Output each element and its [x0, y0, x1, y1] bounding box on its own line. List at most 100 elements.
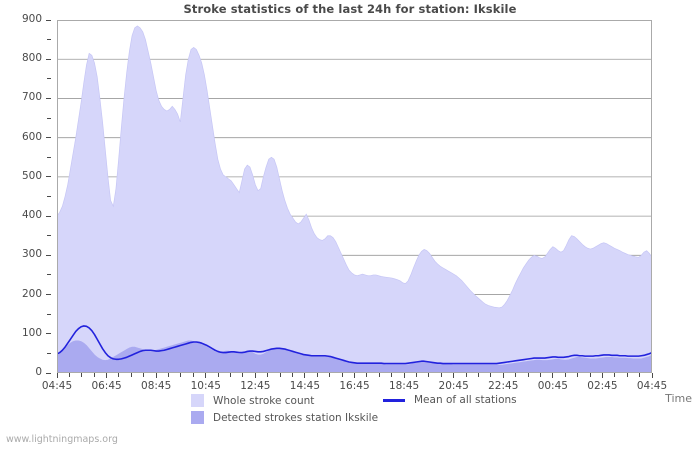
x-tick-minor — [366, 373, 368, 377]
x-axis-title: Time — [665, 392, 692, 405]
area-detected-strokes — [57, 340, 652, 373]
x-tick-minor — [477, 373, 479, 377]
y-tick-label: 400 — [21, 209, 42, 222]
x-tick-minor — [465, 373, 467, 377]
x-tick-label: 22:45 — [488, 380, 519, 392]
x-tick-label: 02:45 — [587, 380, 618, 392]
x-tick-minor — [440, 373, 442, 377]
y-tick-label: 700 — [21, 91, 42, 104]
x-tick-minor — [515, 373, 517, 377]
x-tick-major — [354, 373, 355, 378]
y-tick-label: 500 — [21, 169, 42, 182]
x-tick-label: 00:45 — [537, 380, 568, 392]
x-tick-label: 18:45 — [388, 380, 420, 392]
chart-plot-svg — [57, 20, 652, 373]
x-tick-minor — [626, 373, 628, 377]
x-tick-major — [601, 373, 603, 378]
legend-label: Whole stroke count — [213, 394, 315, 407]
x-tick-minor — [192, 373, 194, 377]
x-tick-minor — [415, 373, 417, 377]
y-tick-label: 600 — [21, 130, 42, 143]
y-tick-minor — [47, 196, 51, 197]
x-tick-minor — [242, 373, 244, 377]
y-tick-minor — [47, 156, 51, 158]
x-tick-minor — [639, 373, 641, 377]
legend-label: Mean of all stations — [414, 394, 517, 406]
x-tick-label: 04:45 — [41, 380, 73, 392]
x-tick-major — [453, 373, 455, 378]
x-tick-minor — [168, 373, 170, 377]
x-tick-minor — [130, 373, 132, 377]
legend-item[interactable]: Detected strokes station Ikskile — [191, 411, 378, 424]
legend-color-swatch — [191, 411, 204, 424]
y-tick-label: 300 — [21, 248, 42, 261]
plot-frame — [57, 20, 652, 373]
x-tick-minor — [217, 373, 219, 377]
legend-item[interactable]: Whole stroke count — [191, 394, 314, 407]
plot-area — [57, 20, 652, 373]
footer-watermark: www.lightningmaps.org — [6, 434, 118, 445]
x-tick-label: 20:45 — [438, 380, 469, 392]
y-tick-minor — [47, 78, 51, 80]
x-tick-minor — [292, 373, 294, 377]
y-tick-label: 100 — [21, 326, 42, 339]
x-tick-minor — [93, 373, 95, 377]
y-tick-minor — [47, 313, 51, 315]
x-axis-ticks: 04:45 06:45 08:45 10:45 12:45 14:45 16:45 18:45… — [0, 373, 700, 392]
chart-title: Stroke statistics of the last 24h for st… — [183, 2, 517, 16]
x-tick-major — [56, 373, 58, 378]
legend-item[interactable]: Mean of all stations — [383, 394, 517, 406]
x-tick-minor — [564, 373, 566, 377]
x-tick-major — [155, 373, 157, 378]
y-tick-major — [46, 333, 51, 335]
y-tick-major — [46, 372, 51, 374]
x-tick-major — [304, 373, 306, 378]
legend-color-swatch — [191, 394, 204, 407]
y-tick-major — [46, 254, 51, 256]
x-tick-minor — [341, 373, 343, 377]
x-tick-minor — [81, 373, 83, 377]
x-tick-minor — [378, 373, 380, 377]
x-tick-minor — [527, 373, 529, 377]
x-tick-minor — [230, 373, 232, 377]
x-tick-label: 16:45 — [339, 380, 370, 392]
y-tick-major — [46, 137, 51, 139]
x-tick-minor — [614, 373, 616, 377]
y-tick-major — [46, 97, 51, 99]
x-tick-major — [552, 373, 554, 378]
x-tick-label: 04:45 — [636, 380, 668, 392]
legend-line-swatch — [383, 398, 405, 402]
y-tick-minor — [47, 235, 51, 237]
x-tick-minor — [428, 373, 430, 377]
y-tick-minor — [47, 274, 51, 276]
area-whole-stroke-count — [57, 25, 652, 373]
x-tick-minor — [316, 373, 318, 377]
x-tick-minor — [267, 373, 269, 377]
x-tick-major — [106, 373, 108, 378]
x-tick-major — [502, 373, 504, 378]
y-tick-label: 200 — [21, 287, 42, 300]
y-tick-minor — [47, 117, 51, 119]
y-tick-label: 0 — [35, 366, 42, 378]
y-axis-ticks: 0 100 200 300 400 500 600 700 800 900 — [0, 13, 51, 378]
x-tick-label: 14:45 — [289, 380, 321, 392]
y-tick-major — [46, 294, 51, 296]
y-tick-minor — [47, 352, 51, 354]
x-tick-label: 06:45 — [91, 380, 122, 392]
x-tick-major — [651, 373, 653, 378]
x-tick-label: 08:45 — [141, 380, 172, 392]
x-tick-minor — [143, 373, 145, 377]
x-tick-minor — [589, 373, 591, 377]
x-tick-minor — [539, 373, 541, 377]
x-tick-major — [403, 373, 405, 378]
x-tick-label: 12:45 — [240, 380, 271, 392]
y-tick-label: 900 — [21, 13, 42, 25]
x-tick-major — [205, 373, 207, 378]
x-tick-minor — [490, 373, 492, 377]
x-tick-major — [254, 373, 256, 378]
y-tick-major — [46, 19, 51, 21]
x-tick-minor — [279, 373, 281, 377]
chart-legend: Whole stroke count Detected strokes stati… — [0, 394, 700, 428]
x-tick-label: 10:45 — [190, 380, 221, 392]
